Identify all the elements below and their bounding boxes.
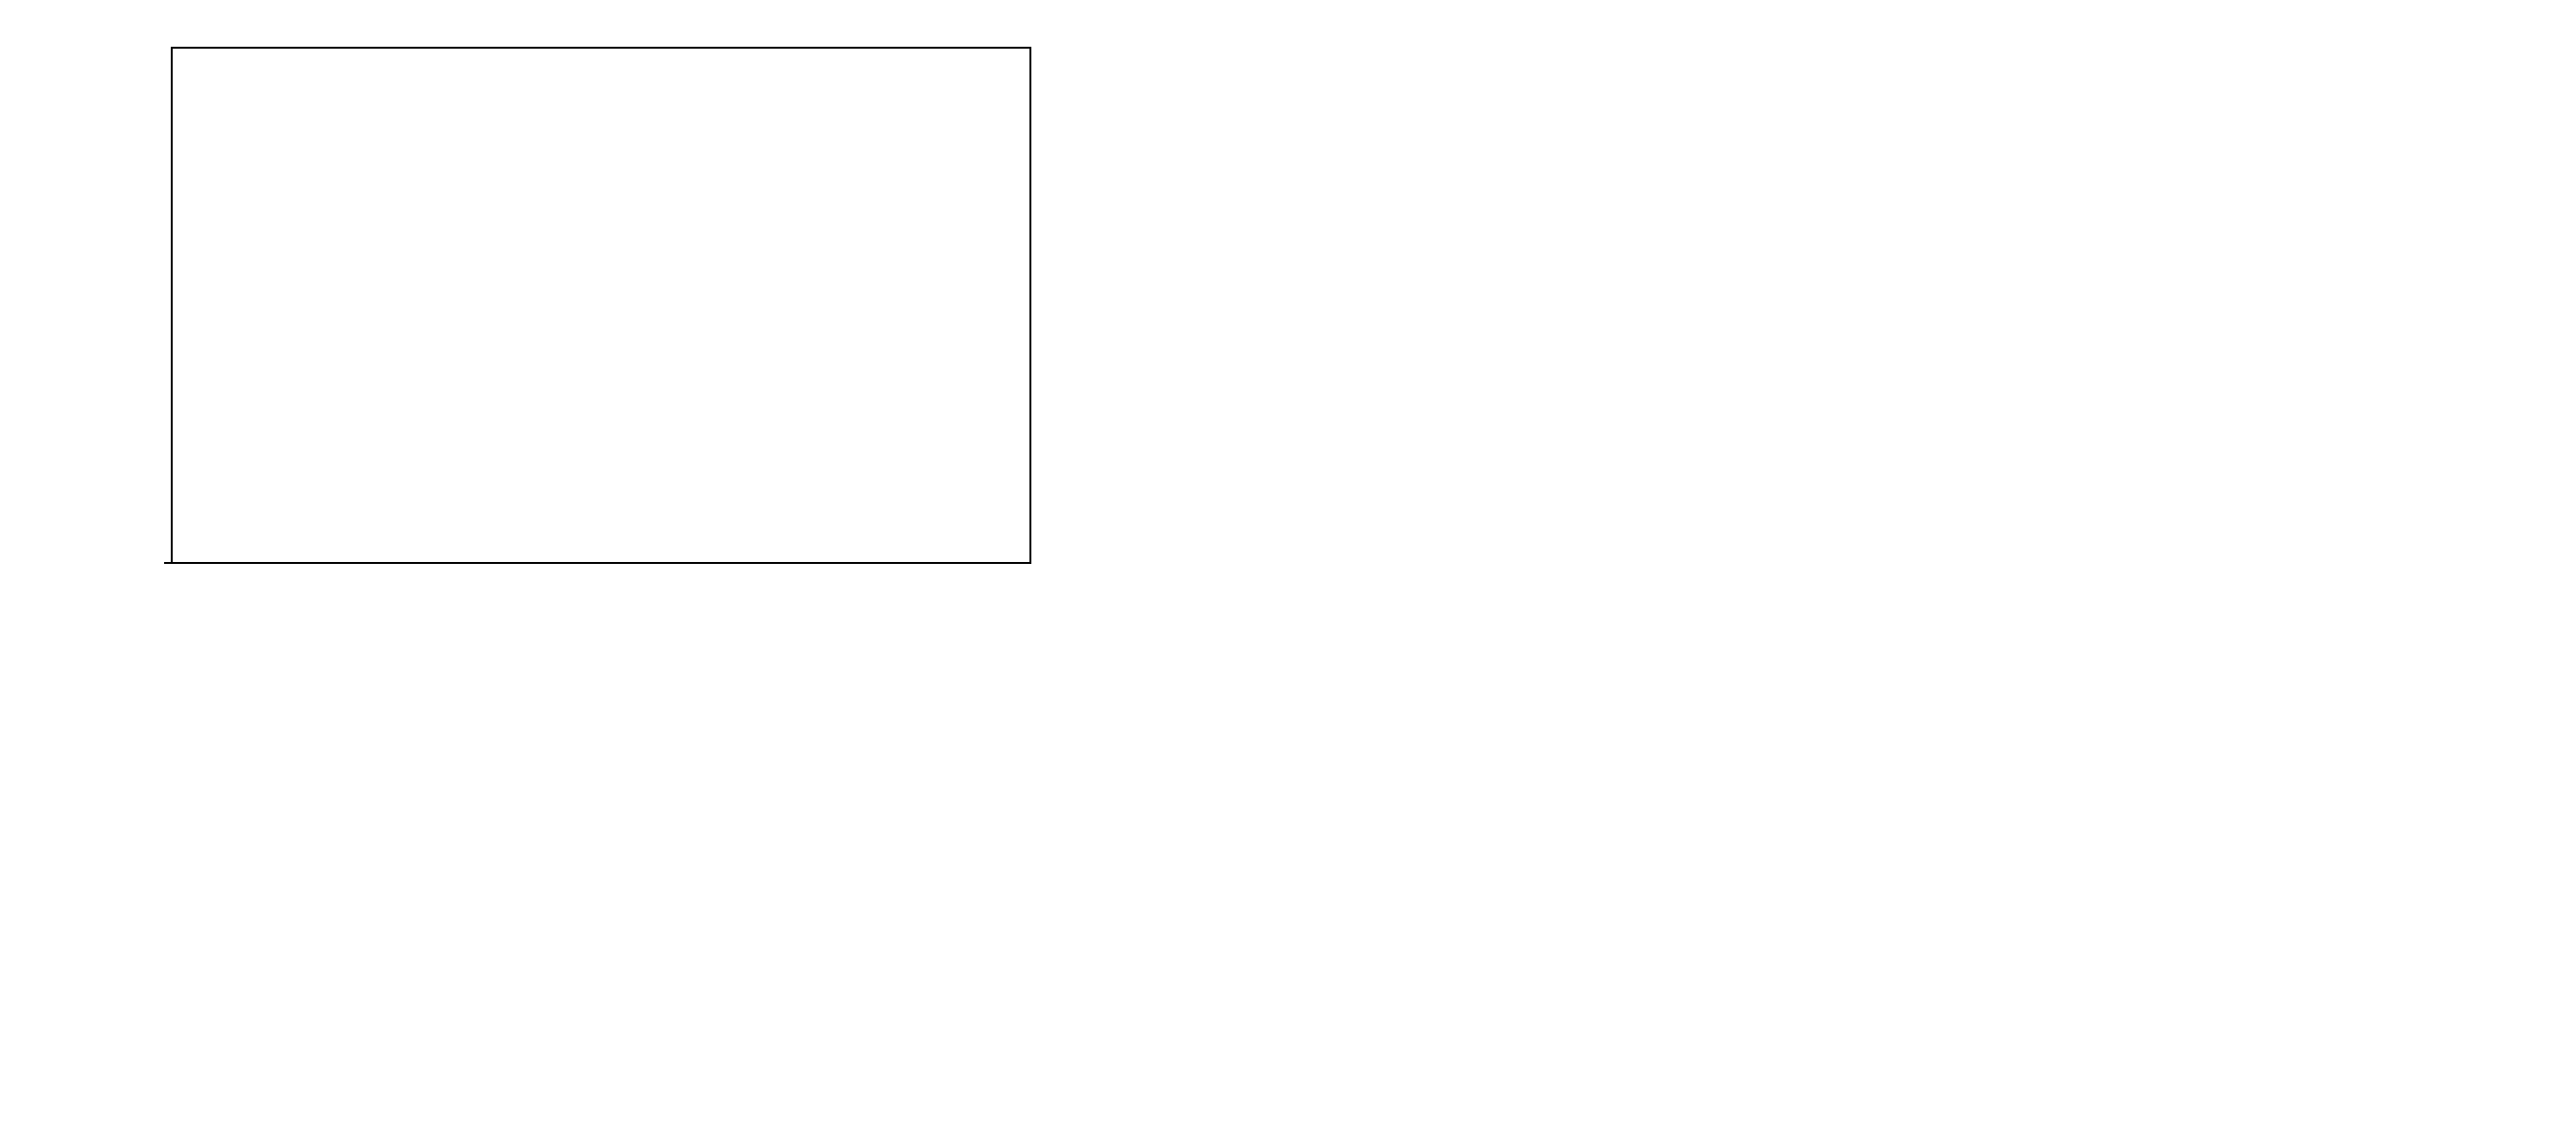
water-temperature-chart bbox=[0, 0, 1431, 635]
